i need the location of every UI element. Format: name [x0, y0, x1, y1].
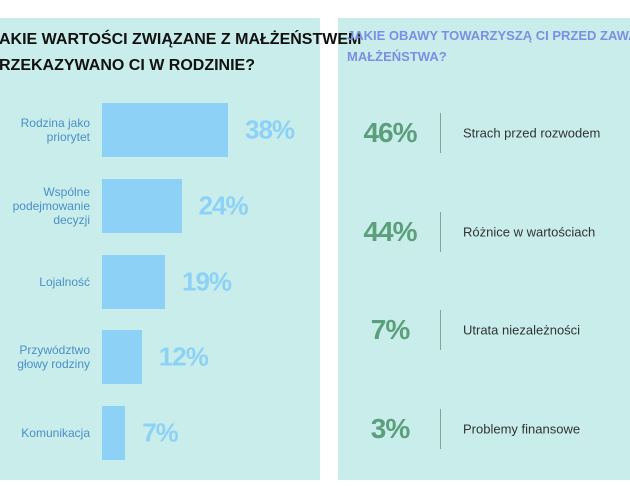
- chart-title: RZEKAZYWANO CI W RODZINIE?: [0, 57, 255, 74]
- category-label: Przywództwo głowy rodziny: [17, 343, 90, 372]
- divider: [440, 211, 441, 252]
- value-label: 19%: [182, 266, 232, 297]
- divider: [440, 113, 441, 153]
- stat-label: Różnice w wartościach: [463, 224, 596, 239]
- stat-value: 46%: [363, 117, 417, 148]
- bar: [102, 406, 126, 461]
- stat-label: Utrata niezależności: [463, 322, 581, 338]
- bar: [102, 254, 165, 309]
- category-label: Lojalność: [39, 274, 90, 289]
- chart-title: MAŁŻEŃSTWA?: [347, 49, 447, 64]
- category-label: Komunikacja: [21, 426, 90, 441]
- stat-label: Problemy finansowe: [463, 421, 581, 436]
- category-label: Wspólne podejmowanie decyzji: [12, 184, 90, 227]
- bar: [102, 330, 142, 385]
- chart-title: JAKIE OBAWY TOWARZYSZĄ CI PRZED ZAWARCIE: [347, 28, 630, 43]
- chart-title: AKIE WARTOŚCI ZWIĄZANE Z MAŁŻEŃSTWEM: [0, 31, 362, 48]
- divider: [440, 408, 441, 449]
- stat-label: Strach przed rozwodem: [463, 125, 601, 141]
- bar: [102, 103, 228, 157]
- divider: [440, 310, 441, 350]
- bar: [102, 178, 182, 233]
- category-label: Rodzina jako priorytet: [20, 116, 90, 144]
- value-label: 38%: [245, 114, 295, 145]
- right-panel: [338, 18, 630, 480]
- stat-value: 7%: [370, 314, 410, 345]
- stat-value: 3%: [370, 412, 410, 444]
- value-label: 7%: [142, 417, 179, 448]
- value-label: 12%: [158, 341, 209, 372]
- left-panel: [0, 18, 320, 480]
- value-label: 24%: [198, 190, 249, 221]
- stat-value: 44%: [363, 215, 417, 247]
